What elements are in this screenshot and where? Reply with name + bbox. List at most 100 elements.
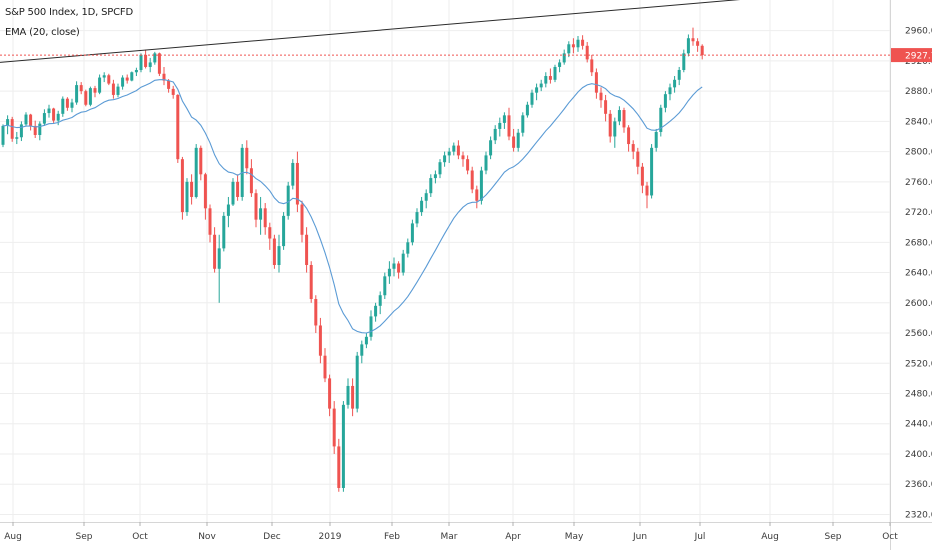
candle-body xyxy=(443,155,447,163)
candle xyxy=(654,128,658,152)
indicator-label[interactable]: EMA (20, close) xyxy=(5,27,80,38)
candle-body xyxy=(1,125,5,145)
candle-body xyxy=(378,295,382,306)
candle-body xyxy=(121,77,125,87)
candle xyxy=(259,196,263,235)
candle xyxy=(153,51,157,65)
candle-body xyxy=(15,137,19,139)
price-axis-label: 2480.0 xyxy=(905,390,932,400)
candle-body xyxy=(65,98,69,108)
candle-body xyxy=(456,145,460,156)
price-axis-label: 2640.0 xyxy=(905,269,932,279)
candle xyxy=(236,174,240,201)
candle xyxy=(677,66,681,86)
candle xyxy=(134,67,138,77)
candle xyxy=(286,181,290,220)
price-axis-label: 2680.0 xyxy=(905,238,932,248)
candle xyxy=(640,162,644,194)
candle-body xyxy=(134,69,138,73)
candle xyxy=(222,212,226,252)
candle xyxy=(627,125,631,152)
candle xyxy=(208,204,212,243)
candle xyxy=(19,121,23,142)
time-axis-label: Aug xyxy=(761,532,779,542)
candle-body xyxy=(176,94,180,160)
candle-body xyxy=(139,54,143,70)
candle xyxy=(682,49,686,73)
price-axis-label: 2520.0 xyxy=(905,359,932,369)
chart-title[interactable]: S&P 500 Index, 1D, SPCFD xyxy=(5,7,133,18)
candle xyxy=(493,125,497,145)
candle xyxy=(295,151,299,213)
candle-body xyxy=(498,122,502,129)
candle xyxy=(489,136,493,160)
candle-body xyxy=(677,69,681,80)
candle xyxy=(75,81,79,105)
candle-body xyxy=(88,88,92,105)
candle xyxy=(84,89,88,107)
candle xyxy=(535,83,539,101)
candle-body xyxy=(594,72,598,93)
candle-body xyxy=(489,140,493,156)
candle-body xyxy=(558,62,562,67)
candle-body xyxy=(420,200,424,213)
price-axis-label: 2800.0 xyxy=(905,148,932,158)
candle xyxy=(410,219,414,246)
candle-body xyxy=(226,204,230,216)
candle xyxy=(374,302,378,322)
candle-body xyxy=(392,263,396,269)
candle-body xyxy=(553,66,557,80)
candle-body xyxy=(548,76,552,80)
candle xyxy=(383,272,387,300)
candle-body xyxy=(47,108,51,114)
candle-body xyxy=(33,125,37,135)
candle-body xyxy=(291,162,295,186)
candle-body xyxy=(10,119,14,139)
candle-body xyxy=(700,45,704,56)
candle xyxy=(314,295,318,334)
candle xyxy=(622,107,626,133)
grid-layer xyxy=(0,0,891,522)
candle xyxy=(162,66,166,86)
time-axis-label: Aug xyxy=(4,532,22,542)
last-price-tag-box xyxy=(891,48,932,63)
candle xyxy=(245,140,249,175)
candle-body xyxy=(102,75,106,78)
candle xyxy=(254,189,258,228)
candle xyxy=(631,140,635,160)
candle xyxy=(686,34,690,57)
candle-body xyxy=(576,39,580,48)
candle-body xyxy=(475,189,479,201)
candle-body xyxy=(272,238,276,265)
price-axis[interactable]: 2960.02920.02880.02840.02800.02760.02720… xyxy=(905,27,932,521)
candle xyxy=(203,172,207,220)
candle-body xyxy=(93,88,97,93)
candle-body xyxy=(341,404,345,488)
candle xyxy=(300,200,304,243)
candle xyxy=(590,54,594,77)
candle xyxy=(337,438,341,492)
candle xyxy=(507,107,511,141)
candle xyxy=(433,170,437,184)
candle xyxy=(585,42,589,63)
candle xyxy=(33,120,37,139)
candle-body xyxy=(70,102,74,108)
candle xyxy=(217,234,221,303)
candle-body xyxy=(590,59,594,73)
candle-body xyxy=(42,113,46,124)
candle xyxy=(576,35,580,52)
candle xyxy=(272,234,276,269)
time-axis[interactable]: Aug Sep Oct Nov Dec 2019 Feb Mar Apr May Jun Jul Aug… xyxy=(4,522,898,542)
price-axis-label: 2960.0 xyxy=(905,27,932,37)
candle-body xyxy=(415,212,419,224)
candle-body xyxy=(493,128,497,141)
candle xyxy=(190,174,194,205)
candle-body xyxy=(627,127,631,145)
candle-body xyxy=(581,39,585,46)
trend-line[interactable] xyxy=(0,0,818,63)
candle xyxy=(397,261,401,279)
candle-body xyxy=(222,215,226,249)
candle-body xyxy=(608,113,612,137)
